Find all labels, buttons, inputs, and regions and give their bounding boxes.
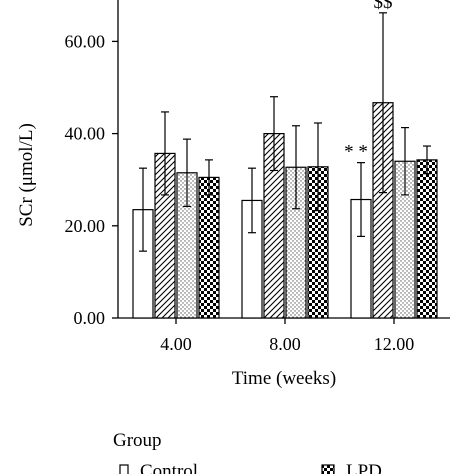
significance-annotation: * *: [344, 142, 368, 163]
legend-swatch-control: [119, 464, 129, 474]
x-tick-label: 12.00: [374, 334, 415, 354]
significance-annotation: $$: [374, 0, 393, 13]
y-ticks: 0.00 20.00 40.00 60.00: [65, 31, 118, 328]
x-ticks: 4.00 8.00 12.00: [160, 318, 414, 354]
x-tick-label: 8.00: [269, 334, 301, 354]
x-axis-label: Time (weeks): [232, 368, 336, 389]
x-tick-label: 4.00: [160, 334, 192, 354]
legend-entry-control: Control: [140, 461, 198, 474]
legend-swatch-lpd: [321, 464, 335, 474]
annotations: * * $$: [344, 0, 392, 163]
y-tick-label: 60.00: [65, 31, 106, 51]
legend: Group Control LPD: [113, 430, 382, 474]
bar-s3-12-00: [416, 159, 438, 319]
bar-s3-4-00: [198, 176, 220, 319]
y-tick-label: 0.00: [74, 308, 106, 328]
y-tick-label: 40.00: [65, 124, 106, 144]
legend-title: Group: [113, 430, 162, 451]
y-axis-label: SCr (μmol/L): [16, 123, 37, 227]
y-tick-label: 20.00: [65, 216, 106, 236]
bars: [132, 12, 438, 319]
legend-entry-lpd: LPD: [346, 461, 382, 474]
